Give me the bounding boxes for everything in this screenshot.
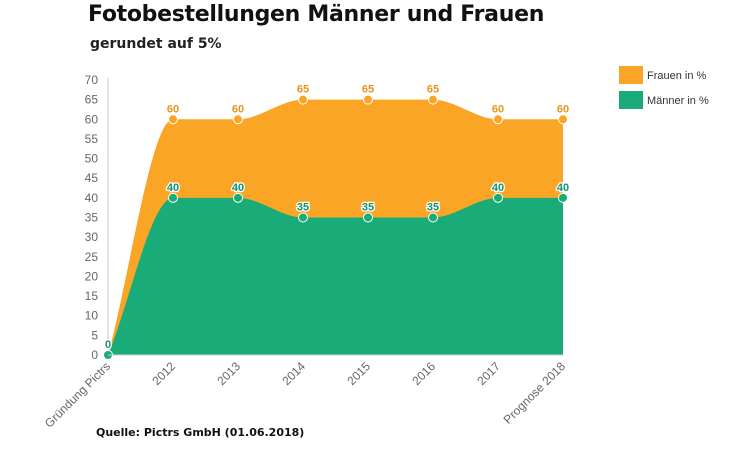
source-note: Quelle: Pictrs GmbH (01.06.2018) [96, 426, 305, 439]
point-maenner[interactable] [233, 192, 243, 203]
data-label-maenner: 35 [427, 202, 439, 214]
y-tick-label: 45 [85, 171, 99, 185]
x-tick-label: Prognose 2018 [501, 359, 569, 427]
point-maenner[interactable] [298, 212, 308, 223]
x-tick-label: 2013 [214, 359, 243, 388]
y-tick-label: 70 [85, 73, 99, 87]
legend-label-maenner: Männer in % [647, 95, 709, 107]
data-label-maenner: 35 [362, 202, 374, 214]
legend-label-frauen: Frauen in % [647, 70, 707, 82]
data-label-maenner: 35 [297, 202, 309, 214]
point-maenner[interactable] [428, 212, 438, 223]
point-frauen[interactable] [493, 114, 503, 125]
point-frauen[interactable] [168, 114, 178, 125]
x-tick-label: 2015 [344, 359, 373, 388]
legend-item-maenner[interactable]: Männer in % [619, 91, 709, 109]
data-label-frauen: 65 [297, 84, 309, 96]
point-maenner[interactable] [168, 192, 178, 203]
x-tick-label: 2017 [474, 359, 503, 388]
chart-title: Fotobestellungen Männer und Frauen [88, 2, 545, 27]
data-label-frauen: 60 [232, 103, 244, 115]
point-frauen[interactable] [233, 114, 243, 125]
chart-subtitle: gerundet auf 5% [90, 36, 222, 52]
chart-points [103, 94, 568, 360]
area-maenner [108, 197, 563, 355]
y-tick-label: 30 [85, 230, 99, 244]
data-label-frauen: 60 [492, 103, 504, 115]
y-tick-label: 10 [85, 309, 99, 323]
y-tick-label: 40 [85, 191, 99, 205]
y-tick-label: 50 [85, 152, 99, 166]
data-label-frauen: 60 [557, 103, 569, 115]
y-tick-label: 15 [85, 289, 99, 303]
data-label-maenner: 40 [232, 182, 244, 194]
data-label-maenner: 40 [167, 182, 179, 194]
data-label-maenner: 40 [557, 182, 569, 194]
y-tick-label: 25 [85, 250, 99, 264]
y-tick-label: 60 [85, 112, 99, 126]
point-maenner[interactable] [558, 192, 568, 203]
y-tick-label: 35 [85, 211, 99, 225]
x-axis: Gründung Pictrs 2012 2013 2014 2015 2016 2017P… [42, 354, 569, 430]
x-tick-label: 2012 [149, 359, 178, 388]
data-label-frauen: 60 [167, 103, 179, 115]
point-maenner[interactable] [363, 212, 373, 223]
legend-swatch-frauen [619, 66, 643, 84]
point-frauen[interactable] [298, 94, 308, 105]
data-label-frauen: 65 [362, 84, 374, 96]
y-tick-label: 65 [85, 93, 99, 107]
y-tick-label: 0 [91, 348, 98, 362]
point-frauen[interactable] [428, 94, 438, 105]
x-tick-label: 2016 [409, 359, 438, 388]
y-tick-label: 5 [91, 328, 98, 342]
x-tick-label: 2014 [279, 359, 308, 388]
data-label-frauen: 0 [105, 339, 111, 351]
legend-item-frauen[interactable]: Frauen in % [619, 66, 707, 84]
y-tick-label: 20 [85, 269, 99, 283]
point-frauen[interactable] [363, 94, 373, 105]
point-frauen[interactable] [558, 114, 568, 125]
data-label-maenner: 40 [492, 182, 504, 194]
legend-swatch-maenner [619, 91, 643, 109]
data-label-maenner: 0 [105, 339, 111, 351]
chart-areas [108, 99, 563, 356]
point-maenner[interactable] [493, 192, 503, 203]
y-tick-label: 55 [85, 132, 99, 146]
data-label-frauen: 65 [427, 84, 439, 96]
legend[interactable]: Frauen in % Männer in % [619, 66, 709, 109]
x-tick-label: Gründung Pictrs [42, 359, 113, 430]
